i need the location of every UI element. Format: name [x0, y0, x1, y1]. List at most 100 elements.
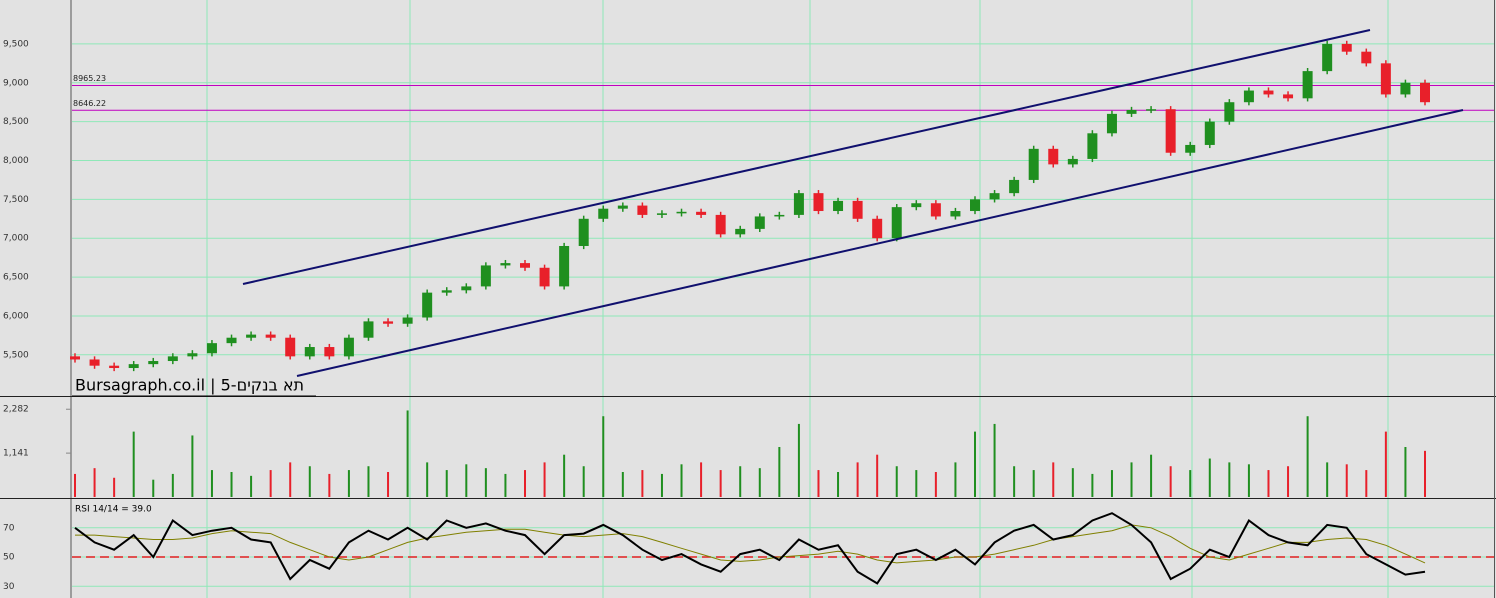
candle-body: [1420, 82, 1430, 103]
candle-body: [402, 317, 413, 324]
candle-body: [500, 263, 511, 266]
volume-bar: [1424, 450, 1426, 497]
volume-bar: [289, 462, 292, 497]
candle-body: [343, 337, 354, 357]
candle-body: [598, 208, 609, 219]
volume-bar: [1326, 462, 1329, 497]
volume-bar: [465, 464, 468, 497]
volume-bar: [426, 462, 429, 497]
candle-body: [617, 205, 628, 209]
candle-body: [1283, 94, 1294, 99]
volume-bar: [1287, 466, 1290, 497]
volume-bar: [132, 431, 135, 497]
channel-lower: [296, 109, 1464, 377]
candle-body: [872, 218, 883, 239]
candle-body: [1165, 109, 1176, 153]
volume-bar: [837, 472, 840, 497]
rsi-title: RSI 14/14 = 39.0: [75, 505, 152, 515]
candle-body: [735, 228, 746, 235]
candle-body: [363, 321, 374, 338]
candle-body: [1028, 148, 1039, 180]
volume-bar: [660, 473, 663, 497]
candle-body: [891, 207, 902, 239]
volume-bar: [876, 454, 879, 497]
volume-bar: [1404, 447, 1407, 497]
volume-bar: [563, 454, 566, 497]
candle-body: [1106, 113, 1117, 134]
candle-body: [324, 347, 335, 357]
candle-body: [246, 334, 257, 338]
volume-bar: [817, 470, 820, 497]
candle-body: [833, 200, 844, 212]
candle-body: [148, 361, 159, 365]
volume-bar: [934, 472, 937, 497]
y-tick-label: 8,000: [3, 156, 29, 166]
candle-body: [383, 321, 394, 324]
volume-bar: [1169, 466, 1172, 497]
volume-bar: [758, 468, 761, 497]
volume-bar: [993, 423, 996, 497]
y-tick-label: 50: [3, 553, 15, 563]
volume-bar: [915, 470, 918, 497]
candle-body: [226, 337, 237, 344]
candle-body: [187, 353, 198, 357]
candle-body: [989, 193, 1000, 200]
volume-bar: [74, 473, 76, 497]
candle-body: [441, 290, 452, 293]
volume-bar: [171, 473, 174, 497]
volume-bar: [328, 473, 331, 497]
volume-bar: [387, 472, 390, 497]
volume-bar: [739, 466, 742, 497]
candle-body: [1361, 51, 1372, 64]
volume-bar: [1228, 462, 1231, 497]
volume-bar: [1150, 454, 1153, 497]
y-tick-label: 70: [3, 523, 15, 533]
candle-body: [1185, 144, 1196, 153]
volume-bar: [1208, 458, 1211, 497]
volume-bar: [406, 410, 409, 497]
candle-body: [656, 213, 667, 215]
candle-body: [422, 292, 433, 318]
candle-body: [793, 193, 804, 215]
candle-body: [520, 263, 530, 268]
chart-title: Bursagraph.co.il | תא בנקים-5: [75, 376, 304, 395]
volume-bar: [1130, 462, 1133, 497]
volume-bar: [1091, 473, 1094, 497]
volume-bar: [93, 468, 96, 497]
volume-bar: [641, 470, 644, 497]
volume-bar: [484, 468, 487, 497]
volume-bar: [954, 462, 957, 497]
candle-body: [265, 334, 276, 338]
volume-bar: [1247, 464, 1250, 497]
candle-body: [578, 218, 589, 246]
y-tick-label: 6,000: [3, 311, 29, 321]
candle-body: [206, 343, 217, 354]
candle-body: [1380, 63, 1391, 95]
candle-body: [1048, 148, 1059, 165]
candle-body: [109, 365, 120, 369]
volume-bar: [621, 472, 624, 497]
volume-bar: [191, 435, 194, 497]
price-level-label: 8965.23: [73, 74, 106, 83]
candle-body: [70, 356, 80, 360]
volume-bar: [543, 462, 546, 497]
y-tick-label: 9,500: [3, 39, 29, 49]
volume-bar: [524, 470, 526, 497]
candle-body: [128, 364, 139, 369]
volume-bar: [1071, 468, 1074, 497]
y-tick-label: 7,000: [3, 234, 29, 244]
candle-body: [1067, 158, 1078, 165]
candle-body: [970, 199, 980, 212]
y-tick-label: 7,500: [3, 195, 29, 205]
candle-body: [480, 265, 491, 287]
volume-bar: [1267, 470, 1270, 497]
candle-body: [89, 359, 100, 366]
volume-bar: [1365, 470, 1368, 497]
y-tick-label: 5,500: [3, 350, 29, 360]
volume-bar: [700, 462, 703, 497]
volume-bar: [230, 472, 233, 497]
candle-body: [676, 211, 687, 214]
volume-bar: [269, 470, 272, 497]
